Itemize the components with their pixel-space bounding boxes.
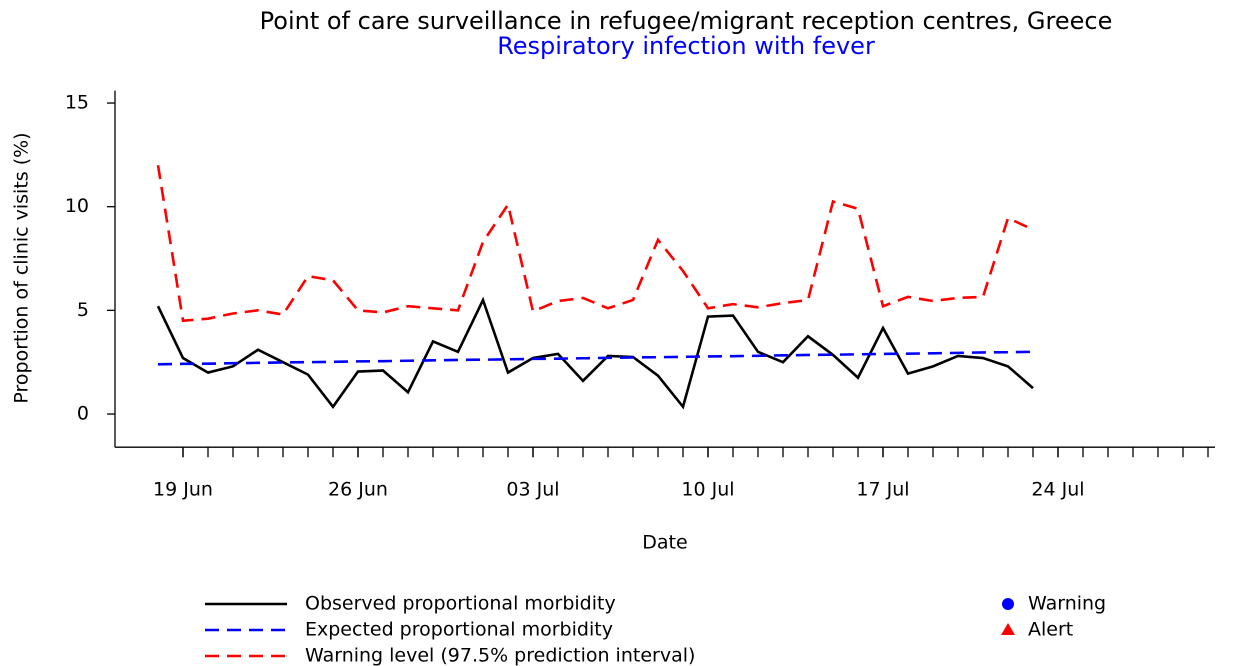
series-line (156, 296, 1034, 410)
series-line (156, 165, 1034, 323)
legend-marker (1001, 623, 1015, 635)
series-line (157, 350, 1034, 366)
x-axis-label: Date (642, 532, 687, 554)
chart-title: Point of care surveillance in refugee/mi… (260, 7, 1113, 35)
y-tick-label: 0 (77, 403, 89, 425)
x-tick-label: 17 Jul (856, 479, 909, 501)
legend-label: Warning (1028, 593, 1106, 615)
x-tick-label: 10 Jul (681, 479, 734, 501)
x-tick-label: 24 Jul (1031, 479, 1084, 501)
y-tick-label: 15 (65, 92, 89, 114)
y-tick-label: 5 (77, 299, 89, 321)
legend-label: Observed proportional morbidity (305, 593, 616, 615)
x-tick-label: 19 Jun (153, 479, 213, 501)
legend-label: Expected proportional morbidity (305, 619, 613, 641)
chart-subtitle: Respiratory infection with fever (497, 32, 875, 60)
y-axis-label: Proportion of clinic visits (%) (11, 132, 33, 403)
legend-label: Alert (1028, 619, 1073, 641)
x-tick-label: 03 Jul (506, 479, 559, 501)
legend-label: Warning level (97.5% prediction interval… (305, 645, 695, 666)
y-tick-label: 10 (65, 195, 89, 217)
legend-marker (1002, 598, 1014, 610)
x-tick-label: 26 Jun (328, 479, 388, 501)
